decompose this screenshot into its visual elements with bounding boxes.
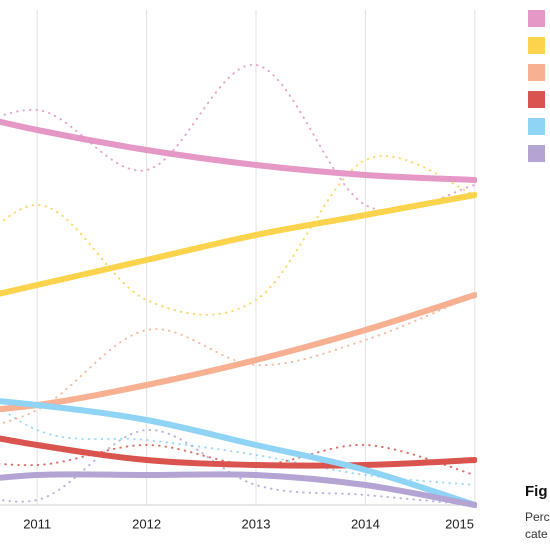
trend-line [0, 292, 477, 413]
legend-swatch [528, 118, 545, 135]
legend-swatch [528, 91, 545, 108]
raw-line [0, 155, 476, 316]
grid: 2011 2012 2013 2014 2015 [0, 10, 477, 531]
plot-area [0, 63, 477, 508]
raw-line [0, 443, 476, 476]
raw-line [0, 294, 476, 425]
x-tick-label: 2013 [242, 516, 271, 531]
legend-swatch [528, 145, 545, 162]
legend-swatch [528, 10, 545, 27]
trend-line [0, 118, 477, 183]
raw-line [0, 63, 476, 212]
legend [528, 10, 545, 162]
trend-line [0, 435, 477, 469]
legend-swatch [528, 37, 545, 54]
subtitle: cate [525, 527, 548, 541]
trend-line [0, 192, 477, 297]
x-tick-label: 2012 [132, 516, 161, 531]
x-tick-label: 2011 [23, 516, 51, 531]
raw-line [0, 428, 476, 506]
legend-swatch [528, 64, 545, 81]
x-tick-label: 2014 [351, 516, 380, 531]
trend-line [0, 471, 477, 508]
subtitle: Perc [525, 510, 550, 524]
trend-line [0, 398, 477, 508]
x-tick-label: 2015 [445, 516, 474, 531]
chart-title: Fig [525, 483, 548, 500]
